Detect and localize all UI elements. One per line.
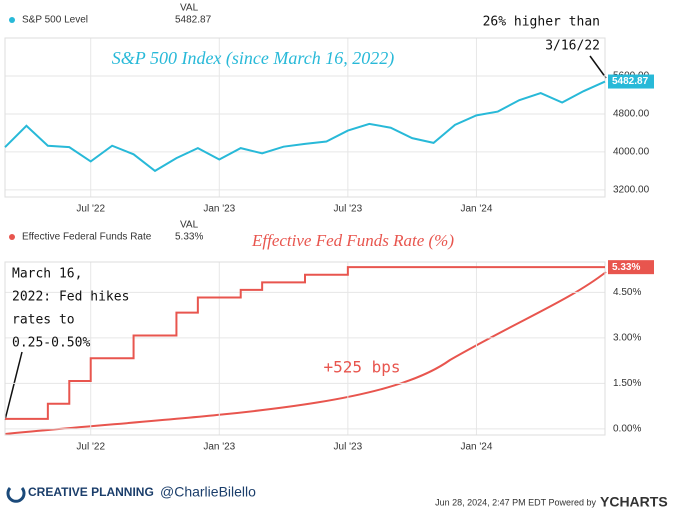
footer: CREATIVE PLANNING @CharlieBilello Jun 28… bbox=[6, 484, 668, 510]
brand: CREATIVE PLANNING bbox=[28, 485, 154, 499]
arrow bbox=[589, 55, 607, 79]
x-tick-label: Jul '23 bbox=[334, 204, 363, 215]
x-tick-label: Jul '22 bbox=[76, 204, 105, 215]
last-value-tag bbox=[608, 74, 654, 89]
annotation: rates to bbox=[12, 313, 75, 328]
x-tick-label: Jan '23 bbox=[203, 204, 235, 215]
last-value-label: 5482.87 bbox=[612, 76, 649, 87]
logo bbox=[6, 487, 26, 503]
legend-label: Effective Federal Funds Rate bbox=[22, 232, 152, 243]
annotation: March 16, bbox=[12, 267, 82, 282]
annotation: 0.25-0.50% bbox=[12, 336, 90, 351]
series-line bbox=[5, 266, 605, 420]
annotation: 3/16/22 bbox=[545, 39, 600, 54]
y-tick-label: 4800.00 bbox=[613, 109, 650, 120]
series-line bbox=[4, 80, 606, 173]
x-tick-label: Jan '24 bbox=[460, 442, 492, 453]
legend-value: 5.33% bbox=[175, 232, 203, 243]
legend-swatch bbox=[9, 234, 15, 240]
timestamp: Jun 28, 2024, 2:47 PM EDT Powered by bbox=[435, 497, 596, 507]
legend-value: 5482.87 bbox=[175, 15, 212, 26]
legend-header: VAL bbox=[180, 3, 199, 14]
y-tick-label: 3200.00 bbox=[613, 185, 650, 196]
y-tick-label: 4.50% bbox=[613, 287, 641, 298]
plot-frame bbox=[4, 261, 606, 436]
annotation: +525 bps bbox=[323, 358, 400, 377]
last-value-tag bbox=[608, 260, 654, 275]
annotation: 2022: Fed hikes bbox=[12, 290, 129, 305]
x-tick-label: Jul '23 bbox=[334, 442, 363, 453]
legend-swatch bbox=[9, 17, 15, 23]
y-tick-label: 4000.00 bbox=[613, 147, 650, 158]
last-value-label: 5.33% bbox=[612, 262, 640, 273]
y-tick-label: 1.50% bbox=[613, 378, 641, 389]
source: YCHARTS bbox=[600, 494, 668, 510]
bps-curve bbox=[4, 271, 607, 435]
legend-header: VAL bbox=[180, 220, 199, 231]
annotation: S&P 500 Index (since March 16, 2022) bbox=[112, 48, 394, 69]
arrow bbox=[4, 351, 23, 421]
y-tick-label: 3.00% bbox=[613, 333, 641, 344]
annotation: 26% higher than bbox=[483, 15, 600, 30]
legend-label: S&P 500 Level bbox=[22, 15, 88, 26]
annotation: Effective Fed Funds Rate (%) bbox=[251, 231, 454, 250]
plot-frame bbox=[4, 37, 606, 198]
handle: @CharlieBilello bbox=[160, 484, 256, 500]
y-tick-label: 0.00% bbox=[613, 424, 641, 435]
x-tick-label: Jan '23 bbox=[203, 442, 235, 453]
x-tick-label: Jul '22 bbox=[76, 442, 105, 453]
x-tick-label: Jan '24 bbox=[460, 204, 492, 215]
